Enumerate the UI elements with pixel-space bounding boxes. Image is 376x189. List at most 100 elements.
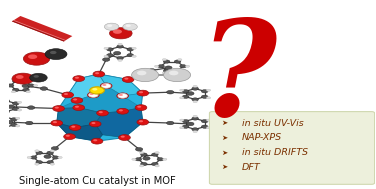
Circle shape xyxy=(66,135,70,137)
Circle shape xyxy=(91,138,103,144)
Circle shape xyxy=(158,65,164,68)
Circle shape xyxy=(193,85,197,88)
Circle shape xyxy=(107,24,112,27)
Circle shape xyxy=(33,75,39,78)
Text: DFT: DFT xyxy=(242,163,260,172)
Circle shape xyxy=(35,163,39,165)
Polygon shape xyxy=(57,108,103,128)
Circle shape xyxy=(109,28,132,39)
Circle shape xyxy=(89,93,98,97)
Circle shape xyxy=(187,92,194,95)
Circle shape xyxy=(26,121,33,125)
Circle shape xyxy=(12,102,19,105)
Text: Single-atom Cu catalyst in MOF: Single-atom Cu catalyst in MOF xyxy=(19,176,175,186)
Circle shape xyxy=(126,24,131,27)
Circle shape xyxy=(167,90,174,94)
Circle shape xyxy=(155,65,159,67)
Circle shape xyxy=(123,23,137,30)
Circle shape xyxy=(122,77,134,82)
Circle shape xyxy=(135,158,142,161)
Circle shape xyxy=(47,161,53,164)
Circle shape xyxy=(118,43,122,45)
Circle shape xyxy=(36,151,42,154)
Circle shape xyxy=(4,98,8,100)
Circle shape xyxy=(103,58,110,61)
Circle shape xyxy=(162,72,167,74)
Polygon shape xyxy=(68,74,106,100)
Circle shape xyxy=(4,113,8,115)
Circle shape xyxy=(104,23,119,30)
Circle shape xyxy=(113,29,122,34)
Circle shape xyxy=(155,152,159,154)
FancyBboxPatch shape xyxy=(209,112,374,184)
Circle shape xyxy=(93,71,105,77)
Text: ?: ? xyxy=(199,15,277,144)
Circle shape xyxy=(23,88,29,91)
Circle shape xyxy=(137,119,149,125)
Circle shape xyxy=(28,54,37,59)
Circle shape xyxy=(12,107,19,111)
Circle shape xyxy=(165,66,172,70)
Circle shape xyxy=(52,156,59,159)
Circle shape xyxy=(167,121,174,125)
Text: ➤: ➤ xyxy=(221,149,227,156)
Circle shape xyxy=(127,48,133,51)
Circle shape xyxy=(187,122,194,126)
Circle shape xyxy=(104,47,108,49)
Circle shape xyxy=(27,106,35,109)
Circle shape xyxy=(192,98,199,101)
Circle shape xyxy=(182,125,189,128)
Circle shape xyxy=(89,93,94,95)
Circle shape xyxy=(4,84,8,87)
Circle shape xyxy=(117,45,123,48)
Circle shape xyxy=(26,91,30,93)
Circle shape xyxy=(135,105,147,111)
Circle shape xyxy=(117,108,129,114)
Circle shape xyxy=(132,68,159,82)
Circle shape xyxy=(99,111,103,113)
Circle shape xyxy=(50,51,56,54)
Circle shape xyxy=(6,120,13,124)
Circle shape xyxy=(192,128,199,131)
Circle shape xyxy=(73,105,85,111)
Circle shape xyxy=(152,153,158,156)
Circle shape xyxy=(2,129,6,131)
Text: ➤: ➤ xyxy=(221,164,227,170)
Polygon shape xyxy=(12,20,66,41)
Circle shape xyxy=(11,78,16,80)
Circle shape xyxy=(193,130,197,133)
Circle shape xyxy=(118,135,130,140)
Circle shape xyxy=(117,93,129,99)
Polygon shape xyxy=(12,16,72,42)
Circle shape xyxy=(177,72,182,74)
Circle shape xyxy=(28,84,34,87)
Circle shape xyxy=(1,126,8,129)
Circle shape xyxy=(23,79,29,83)
Circle shape xyxy=(12,79,19,83)
Polygon shape xyxy=(99,74,143,96)
Circle shape xyxy=(15,117,20,119)
Circle shape xyxy=(206,127,211,129)
Circle shape xyxy=(2,113,6,116)
Circle shape xyxy=(62,92,74,98)
Circle shape xyxy=(44,155,51,158)
Circle shape xyxy=(97,110,108,116)
Circle shape xyxy=(95,72,99,74)
Circle shape xyxy=(139,120,143,122)
Circle shape xyxy=(148,69,156,72)
Circle shape xyxy=(174,60,181,63)
Circle shape xyxy=(107,54,113,57)
Circle shape xyxy=(132,55,136,57)
Circle shape xyxy=(185,65,190,67)
Circle shape xyxy=(155,165,159,167)
Circle shape xyxy=(157,158,164,161)
Circle shape xyxy=(137,90,149,96)
Circle shape xyxy=(75,106,79,108)
Circle shape xyxy=(118,59,122,61)
Circle shape xyxy=(132,158,136,160)
Circle shape xyxy=(162,59,167,61)
Circle shape xyxy=(100,83,112,89)
Circle shape xyxy=(124,78,129,80)
Circle shape xyxy=(11,123,17,126)
Circle shape xyxy=(27,156,32,159)
